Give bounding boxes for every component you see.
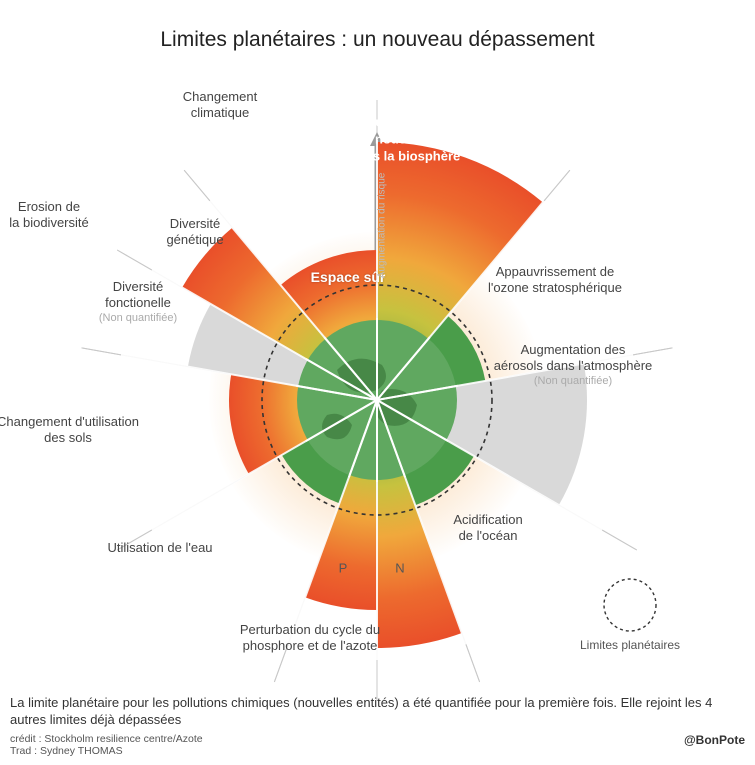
safe-space-label: Espace sûr	[311, 269, 386, 285]
footer: La limite planétaire pour les pollutions…	[10, 695, 745, 757]
legend: Limites planétaires	[580, 575, 680, 652]
marker-p: P	[339, 561, 348, 576]
legend-text: Limites planétaires	[580, 638, 680, 652]
label-water: Utilisation de l'eau	[90, 540, 230, 556]
credit-line-2: Trad : Sydney THOMAS	[10, 745, 745, 757]
label-ozone: Appauvrissement del'ozone stratosphériqu…	[470, 264, 640, 297]
credit-line-1: crédit : Stockholm resilience centre/Azo…	[10, 733, 745, 745]
label-aerosols: Augmentation desaérosols dans l'atmosphè…	[483, 342, 663, 388]
label-biogeo: Perturbation du cycle duphosphore et de …	[210, 622, 410, 655]
label-erosion: Erosion dela biodiversité	[0, 199, 109, 232]
handle: @BonPote	[684, 733, 745, 747]
label-biodiv_gen: Diversitégénétique	[145, 216, 245, 249]
risk-axis-label: Augmentation du risque	[377, 173, 388, 279]
label-climate: Changementclimatique	[155, 89, 285, 122]
label-novel: Introduction d'entitésnouvellesdans la b…	[320, 115, 490, 166]
legend-circle-icon	[604, 579, 656, 631]
label-biodiv_func: Diversitéfonctionelle(Non quantifiée)	[83, 279, 193, 325]
label-ocean: Acidificationde l'océan	[428, 512, 548, 545]
marker-n: N	[395, 561, 404, 576]
label-land: Changement d'utilisationdes sols	[0, 414, 153, 447]
caption: La limite planétaire pour les pollutions…	[10, 695, 745, 729]
page-title: Limites planétaires : un nouveau dépasse…	[0, 0, 755, 52]
